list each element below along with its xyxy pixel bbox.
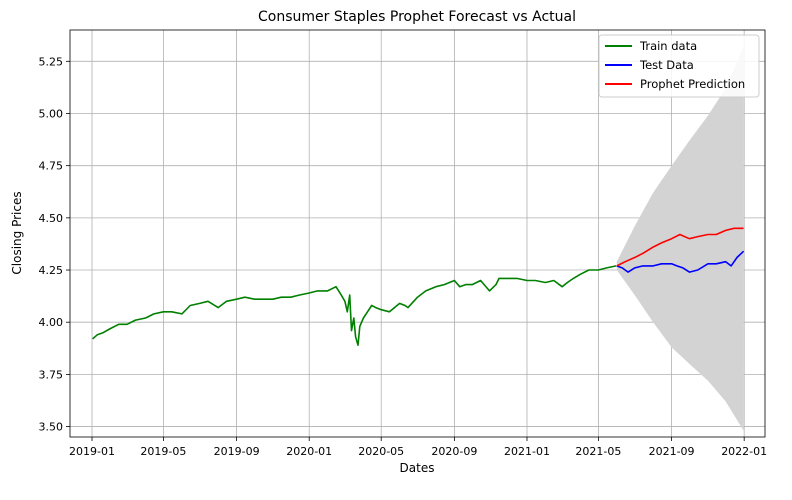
y-tick-label: 4.25 [39, 264, 64, 277]
y-tick-label: 4.75 [39, 160, 64, 173]
y-tick-label: 3.50 [39, 421, 64, 434]
prophet-prediction-line [616, 227, 744, 267]
x-tick-label: 2019-09 [214, 445, 260, 458]
chart-title: Consumer Staples Prophet Forecast vs Act… [258, 9, 576, 25]
y-axis-ticks: 3.50 3.75 4.00 4.25 4.50 4.75 5.00 5.25 [39, 55, 70, 434]
prediction-interval-band [616, 46, 744, 431]
legend: Train data Test Data Prophet Prediction [598, 34, 760, 98]
x-tick-label: 2019-01 [69, 445, 115, 458]
y-tick-label: 4.50 [39, 212, 64, 225]
y-axis-label: Closing Prices [10, 191, 24, 274]
y-tick-label: 5.25 [39, 55, 64, 68]
x-tick-label: 2020-05 [358, 445, 404, 458]
x-tick-label: 2019-05 [140, 445, 186, 458]
x-tick-label: 2020-01 [286, 445, 332, 458]
grid-lines [70, 30, 765, 437]
x-axis-label: Dates [400, 461, 435, 475]
train-data-line [92, 265, 617, 347]
series-lines [92, 227, 745, 347]
confidence-band-layer [616, 46, 744, 431]
legend-label-train: Train data [639, 39, 697, 53]
y-tick-label: 3.75 [39, 368, 64, 381]
x-tick-label: 2021-09 [649, 445, 695, 458]
test-data-line [616, 250, 745, 273]
x-tick-label: 2020-09 [431, 445, 477, 458]
x-tick-label: 2021-05 [575, 445, 621, 458]
y-tick-label: 5.00 [39, 107, 64, 120]
x-tick-label: 2021-01 [504, 445, 550, 458]
plot-area-frame [69, 29, 766, 438]
legend-box [598, 34, 760, 98]
x-tick-label: 2022-01 [721, 445, 767, 458]
legend-label-prediction: Prophet Prediction [640, 77, 745, 91]
legend-label-test: Test Data [639, 58, 694, 72]
y-tick-label: 4.00 [39, 316, 64, 329]
x-axis-ticks: 2019-01 2019-05 2019-09 2020-01 2020-05 2020-… [69, 437, 767, 458]
